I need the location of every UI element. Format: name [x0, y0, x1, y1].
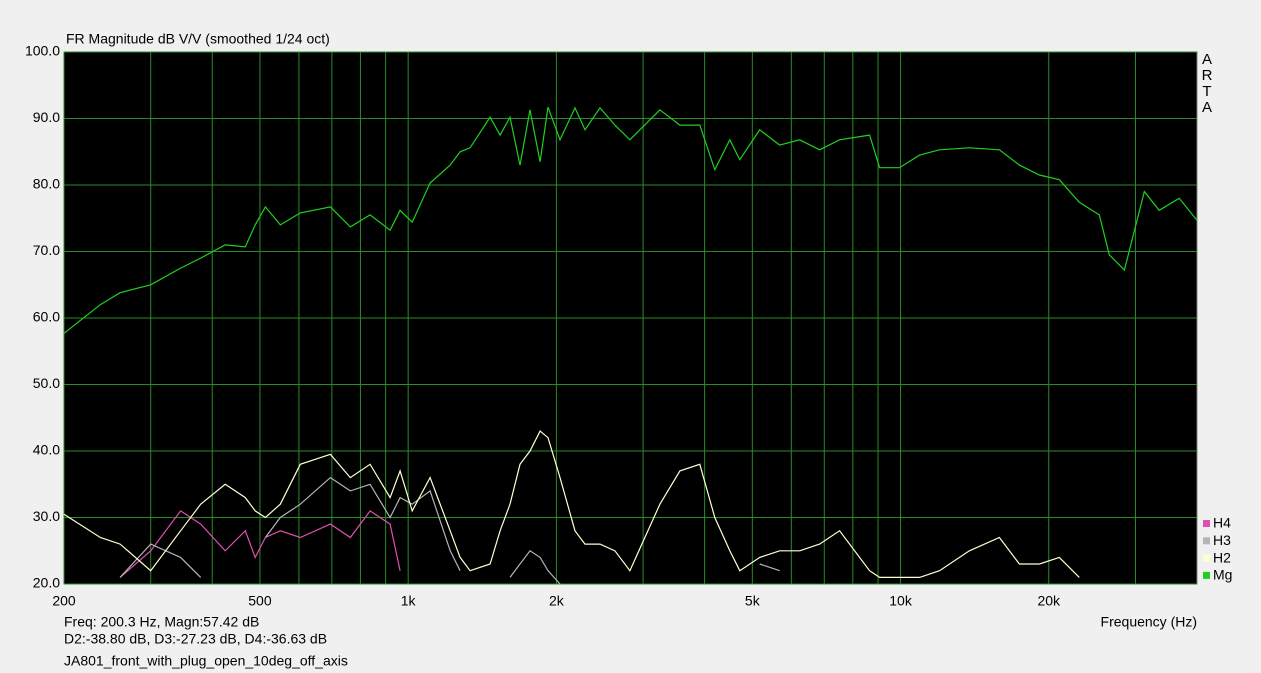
- legend-label: Mg: [1213, 567, 1232, 583]
- y-tick-label: 70.0: [33, 242, 60, 258]
- x-tick-label: 2k: [549, 593, 565, 609]
- legend-swatch: [1203, 537, 1210, 545]
- chart-title: FR Magnitude dB V/V (smoothed 1/24 oct): [66, 31, 330, 47]
- y-tick-label: 100.0: [25, 43, 60, 59]
- x-tick-label: 20k: [1037, 593, 1061, 609]
- y-tick-label: 60.0: [33, 309, 60, 325]
- legend-swatch: [1203, 554, 1210, 562]
- series-line: [63, 106, 1198, 334]
- series-line: [63, 430, 1080, 578]
- y-tick-label: 50.0: [33, 375, 60, 391]
- series-line: [759, 563, 780, 572]
- x-tick-label: 200: [52, 593, 76, 609]
- legend-label: H3: [1213, 532, 1231, 548]
- legend-label: H4: [1213, 515, 1231, 531]
- legend-swatch: [1203, 571, 1210, 579]
- y-tick-label: 80.0: [33, 176, 60, 192]
- legend-label: H2: [1213, 549, 1231, 565]
- y-tick-label: 40.0: [33, 442, 60, 458]
- x-tick-label: 5k: [745, 593, 761, 609]
- series-line: [264, 476, 461, 571]
- logo: ARTA: [1201, 51, 1213, 116]
- footer-line: D2:-38.80 dB, D3:-27.23 dB, D4:-36.63 dB: [64, 631, 327, 647]
- y-tick-label: 20.0: [33, 575, 60, 591]
- legend-swatch: [1203, 520, 1210, 527]
- x-tick-label: 500: [248, 593, 272, 609]
- footer-line: Freq: 200.3 Hz, Magn:57.42 dB: [64, 614, 259, 630]
- y-tick-label: 30.0: [33, 508, 60, 524]
- footer-line: JA801_front_with_plug_open_10deg_off_axi…: [64, 653, 348, 669]
- x-axis-label: Frequency (Hz): [1101, 614, 1197, 630]
- x-tick-label: 10k: [889, 593, 913, 609]
- series-line: [509, 549, 561, 585]
- y-tick-label: 90.0: [33, 109, 60, 125]
- x-tick-label: 1k: [401, 593, 417, 609]
